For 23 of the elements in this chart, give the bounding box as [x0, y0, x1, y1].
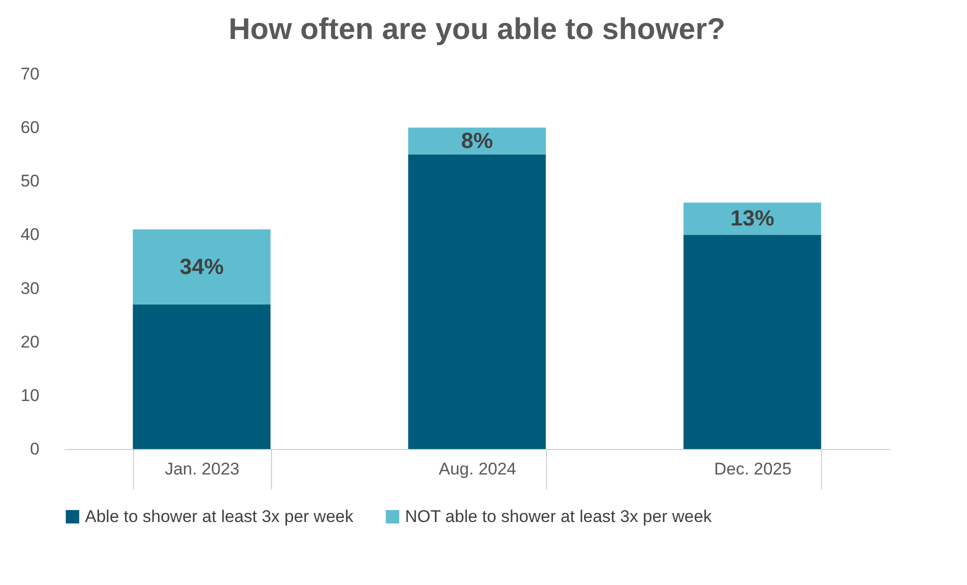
bar [132, 304, 270, 449]
bar [132, 229, 270, 304]
y-tick-label: 20 [20, 332, 40, 352]
legend-label: Able to shower at least 3x per week [85, 506, 354, 526]
annotation: 8% [461, 128, 493, 153]
legend-label: NOT able to shower at least 3x per week [405, 506, 712, 526]
x-tick-label: Dec. 2025 [714, 460, 792, 478]
y-tick-label: 30 [20, 278, 40, 298]
y-tick-label: 10 [20, 386, 40, 405]
chart-title: How often are you able to shower? [228, 13, 726, 46]
y-tick-label: 60 [20, 118, 40, 138]
y-tick-label: 0 [30, 440, 40, 458]
annotation: 13% [730, 206, 774, 231]
x-tick-label: Aug. 2024 [438, 460, 516, 478]
x-tick-label: Jan. 2023 [164, 460, 240, 478]
y-tick-label: 40 [20, 225, 40, 244]
bar [684, 234, 822, 449]
y-tick-label: 70 [20, 64, 40, 84]
bar [408, 128, 546, 154]
bar [684, 202, 822, 235]
y-tick-label: 50 [20, 172, 40, 191]
annotation: 34% [180, 254, 224, 279]
bar [408, 154, 546, 449]
